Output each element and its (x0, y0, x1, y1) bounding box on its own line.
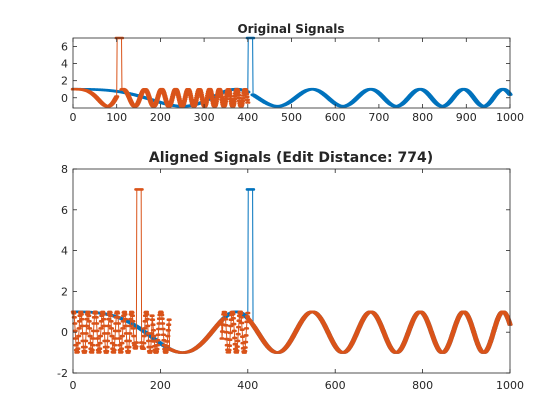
y-tick-label: 2 (61, 75, 68, 88)
x-tick-label: 400 (237, 379, 258, 392)
x-tick-label: 1000 (496, 111, 524, 124)
y-tick-label: 4 (61, 245, 68, 258)
series-orange-original-markers (70, 36, 251, 108)
x-tick-label: 400 (237, 111, 258, 124)
series-group-original (70, 36, 513, 108)
x-tick-label: 200 (150, 379, 171, 392)
y-tick-label: 2 (61, 285, 68, 298)
chart-title-aligned: Aligned Signals (Edit Distance: 774) (149, 150, 433, 166)
series-blue-original-markers (70, 36, 513, 108)
series-orange-aligned-markers (70, 188, 513, 354)
ticks-original: 0 100 200 300 400 500 600 700 800 900 1000 0 2 4 6 (61, 38, 524, 124)
x-tick-label: 800 (412, 379, 433, 392)
axes-box-aligned (72, 168, 511, 374)
axes-aligned-signals: Aligned Signals (Edit Distance: 774) 0 20… (57, 150, 524, 392)
x-tick-label: 1000 (496, 379, 524, 392)
x-tick-label: 0 (70, 111, 77, 124)
series-group-aligned (70, 188, 513, 355)
y-tick-label: -2 (57, 367, 68, 380)
x-tick-label: 600 (325, 111, 346, 124)
axes-original-signals: Original Signals 0 100 200 300 400 500 600 700 8… (61, 22, 524, 124)
y-tick-label: 6 (61, 41, 68, 54)
x-tick-label: 300 (194, 111, 215, 124)
x-tick-label: 200 (150, 111, 171, 124)
x-tick-label: 800 (412, 111, 433, 124)
x-tick-label: 700 (368, 111, 389, 124)
x-tick-label: 600 (325, 379, 346, 392)
x-tick-label: 0 (70, 379, 77, 392)
x-tick-label: 500 (281, 111, 302, 124)
y-tick-label: 8 (61, 163, 68, 176)
x-tick-label: 900 (456, 111, 477, 124)
series-blue-aligned-markers (70, 188, 513, 354)
y-tick-label: 4 (61, 58, 68, 71)
x-tick-label: 100 (106, 111, 127, 124)
y-tick-label: 6 (61, 204, 68, 217)
chart-title-original: Original Signals (237, 22, 344, 36)
y-tick-label: 0 (61, 92, 68, 105)
y-tick-label: 0 (61, 326, 68, 339)
